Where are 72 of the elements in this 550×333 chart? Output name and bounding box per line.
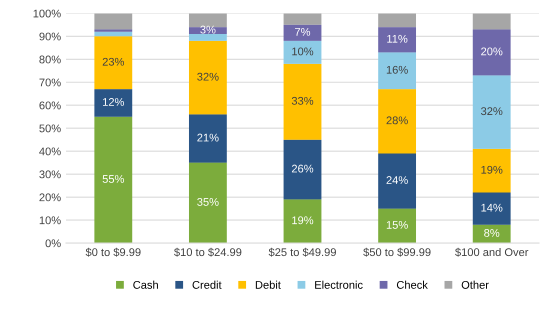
legend-label: Cash	[133, 280, 158, 289]
y-tick-label: 100%	[34, 10, 61, 18]
data-label: 3%	[200, 26, 216, 34]
x-tick-label: $0 to $9.99	[86, 248, 141, 257]
y-tick-label: 60%	[39, 101, 61, 110]
bar	[94, 116, 132, 244]
data-label: 11%	[387, 34, 408, 43]
data-label: 23%	[102, 58, 124, 66]
y-tick-label: 20%	[39, 193, 61, 202]
data-label: 10%	[292, 47, 314, 56]
bar	[378, 52, 416, 90]
data-label: 24%	[386, 176, 408, 184]
data-label: 20%	[481, 47, 502, 56]
y-tick-label: 50%	[39, 124, 61, 132]
bar	[94, 89, 132, 117]
data-label: 35%	[197, 198, 219, 206]
data-label: 15%	[386, 221, 408, 229]
x-tick-label: $100 and Over	[455, 248, 528, 257]
x-tick-label: $25 to $49.99	[268, 248, 336, 257]
y-tick-label: 40%	[39, 147, 61, 156]
data-label: 21%	[197, 134, 219, 142]
data-label: 33%	[292, 96, 314, 105]
bar	[472, 192, 511, 225]
data-label: 8%	[484, 229, 500, 237]
bar	[472, 13, 511, 30]
bar	[378, 13, 416, 28]
bar	[188, 40, 227, 114]
data-label: 26%	[292, 164, 314, 173]
bar	[472, 75, 511, 149]
legend-label: Check	[396, 280, 428, 289]
bar	[284, 13, 322, 25]
data-label: 32%	[481, 107, 502, 116]
bar	[472, 148, 511, 193]
y-tick-label: 30%	[39, 170, 61, 178]
data-label: 16%	[386, 66, 408, 74]
bar	[188, 114, 227, 163]
bar	[472, 224, 511, 244]
data-label: 32%	[197, 72, 219, 81]
bar	[378, 89, 416, 154]
legend-label: Debit	[256, 280, 281, 289]
data-label: 55%	[102, 175, 124, 183]
data-label: 14%	[481, 204, 502, 212]
data-label: 7%	[295, 28, 310, 36]
bar	[188, 13, 227, 28]
bar	[284, 140, 322, 200]
bar	[94, 13, 132, 30]
bar	[472, 29, 511, 76]
data-label: 19%	[481, 166, 502, 174]
y-tick-label: 0%	[46, 239, 61, 248]
bar	[284, 64, 322, 140]
bar	[188, 162, 227, 244]
bar	[188, 34, 227, 41]
x-tick-label: $10 to $24.99	[174, 248, 242, 257]
bar	[94, 36, 132, 90]
bar	[94, 32, 132, 36]
legend-label: Other	[462, 280, 489, 289]
bar	[284, 24, 322, 41]
y-tick-label: 80%	[39, 56, 61, 64]
bar	[284, 40, 322, 64]
y-tick-label: 70%	[39, 78, 61, 86]
bar	[378, 208, 416, 244]
bar	[378, 153, 416, 209]
data-label: 12%	[103, 98, 124, 106]
data-label: 28%	[386, 116, 408, 124]
legend-label: Electronic	[315, 280, 363, 289]
bar	[378, 27, 416, 52]
data-label: 19%	[292, 216, 314, 224]
y-tick-label: 90%	[39, 32, 61, 40]
legend-label: Credit	[192, 280, 222, 289]
bar	[284, 199, 322, 244]
x-tick-label: $50 to $99.99	[363, 248, 431, 257]
y-tick-label: 10%	[40, 216, 61, 224]
